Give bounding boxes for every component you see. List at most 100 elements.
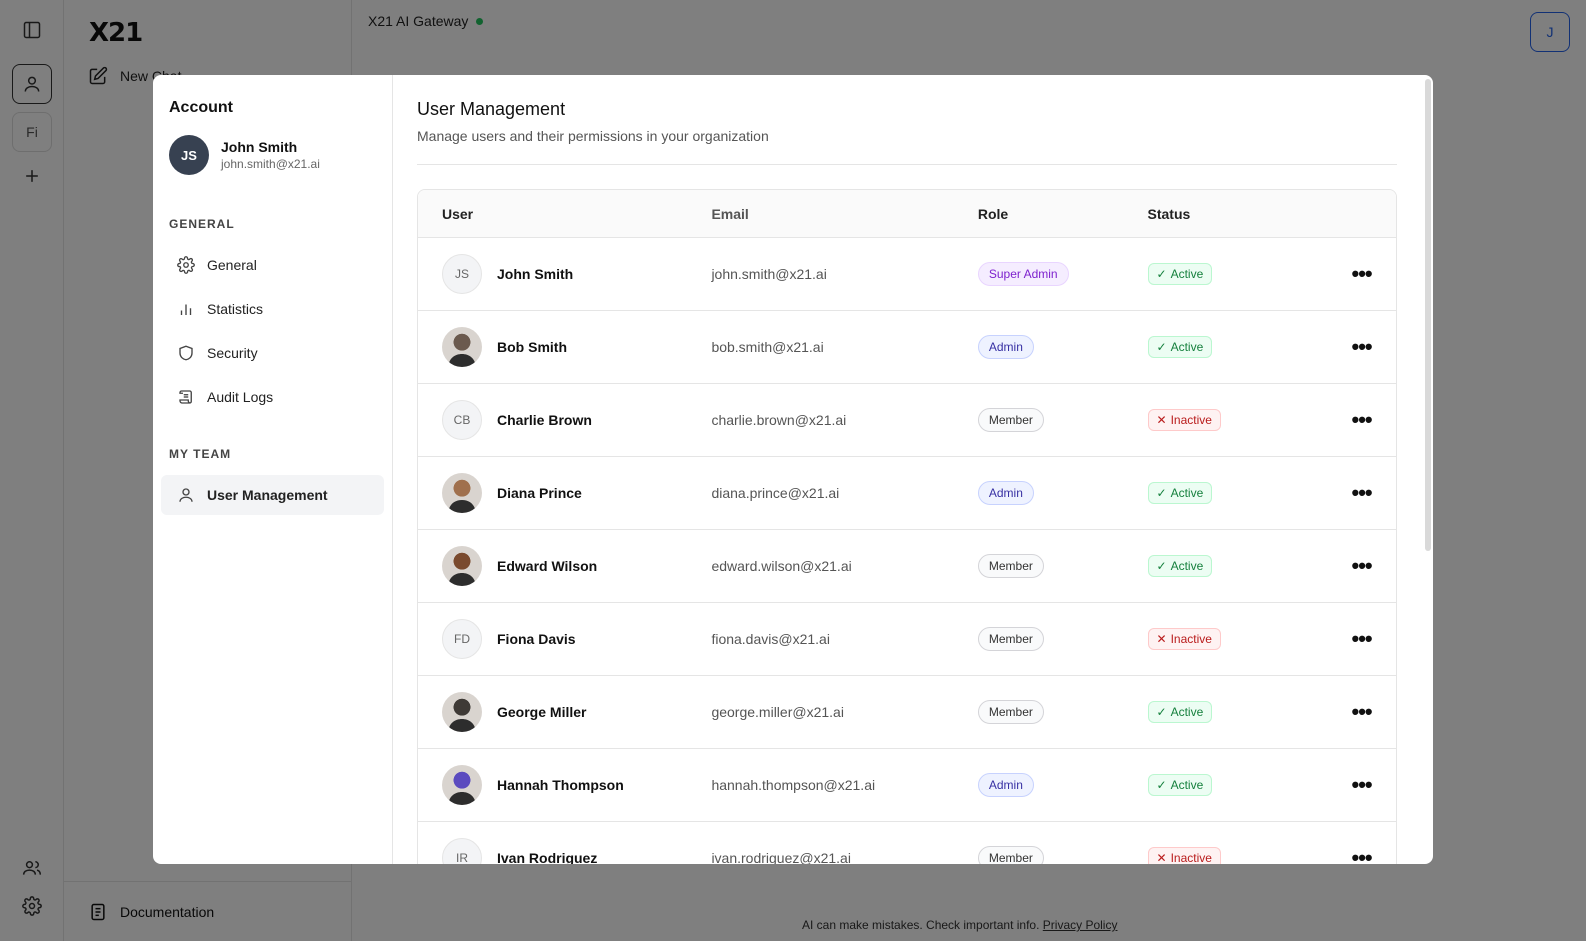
table-row[interactable]: IR Ivan Rodriguez ivan.rodriguez@x21.ai … [418,822,1396,864]
check-icon: ✓ [1156,778,1167,792]
nav-item-audit-logs[interactable]: Audit Logs [161,377,384,417]
scroll-icon [179,390,192,404]
table-row[interactable]: Diana Prince diana.prince@x21.ai Admin ✓… [418,457,1396,530]
status-badge: ✓ Active [1147,263,1213,285]
role-badge: Super Admin [977,262,1069,286]
x-icon: ✕ [1156,632,1167,646]
user-cell: Hannah Thompson [418,765,711,805]
table-row[interactable]: JS John Smith john.smith@x21.ai Super Ad… [418,238,1396,311]
gear-icon [177,256,195,274]
user-name: Hannah Thompson [497,777,624,793]
table-row[interactable]: George Miller george.miller@x21.ai Membe… [418,676,1396,749]
user-name: John Smith [497,266,574,282]
person-photo-icon [448,555,476,586]
role-badge: Member [977,700,1044,724]
table-row[interactable]: CB Charlie Brown charlie.brown@x21.ai Me… [418,384,1396,457]
avatar [442,473,482,513]
table-row[interactable]: FD Fiona Davis fiona.davis@x21.ai Member… [418,603,1396,676]
status-cell: ✓ Active [1147,555,1328,577]
table-row[interactable]: Hannah Thompson hannah.thompson@x21.ai A… [418,749,1396,822]
role-cell: Member [977,846,1148,864]
column-header-email: Email [711,205,749,222]
status-cell: ✓ Active [1147,263,1328,285]
avatar [442,546,482,586]
status-badge: ✕ Inactive [1147,847,1221,864]
role-badge: Member [977,627,1044,651]
row-actions-button[interactable]: ••• [1327,263,1396,285]
status-cell: ✕ Inactive [1147,847,1328,864]
table-row[interactable]: Bob Smith bob.smith@x21.ai Admin ✓ Activ… [418,311,1396,384]
user-name: Fiona Davis [497,631,576,647]
section-label-my-team: MY TEAM [169,447,232,461]
status-badge: ✓ Active [1147,701,1213,723]
role-cell: Admin [977,773,1148,797]
row-actions-button[interactable]: ••• [1327,334,1396,359]
user-email: charlie.brown@x21.ai [711,412,847,428]
nav-item-label: Security [207,345,258,361]
avatar [442,765,482,805]
person-photo-icon [448,774,476,805]
role-badge: Admin [977,335,1034,359]
x-icon: ✕ [1156,851,1167,864]
row-actions-button[interactable]: ••• [1327,845,1396,865]
status-label: Active [1170,486,1204,500]
role-cell: Admin [977,335,1148,359]
nav-item-security[interactable]: Security [161,333,384,373]
role-badge: Member [977,846,1044,864]
person-photo-icon [448,336,476,367]
account-user: JS John Smith john.smith@x21.ai [169,135,384,175]
check-icon: ✓ [1156,267,1167,281]
user-cell: CB Charlie Brown [418,400,711,440]
user-name: Diana Prince [497,485,582,501]
check-icon: ✓ [1156,559,1167,573]
bar-chart-icon [180,304,192,315]
nav-item-label: User Management [207,487,328,503]
table-row[interactable]: Edward Wilson edward.wilson@x21.ai Membe… [418,530,1396,603]
avatar [442,327,482,367]
avatar: JS [169,135,209,175]
more-horizontal-icon: ••• [1351,334,1373,359]
nav-item-user-management[interactable]: User Management [161,475,384,515]
row-actions-button[interactable]: ••• [1327,555,1396,577]
row-actions-button[interactable]: ••• [1327,628,1396,650]
users-table: User Email Role Status JS John Smith joh… [417,189,1397,864]
role-cell: Member [977,627,1148,651]
divider [417,164,1397,165]
avatar: IR [442,838,482,864]
scrollbar[interactable] [1425,79,1431,551]
nav-item-label: Audit Logs [207,389,274,405]
column-header-user: User [442,205,474,222]
status-badge: ✓ Active [1147,482,1213,504]
check-icon: ✓ [1156,340,1167,354]
account-sidebar: Account JS John Smith john.smith@x21.ai … [153,75,393,864]
avatar: JS [442,254,482,294]
row-actions-button[interactable]: ••• [1327,699,1396,724]
status-label: Active [1170,340,1204,354]
nav-item-label: Statistics [207,301,264,317]
row-actions-button[interactable]: ••• [1327,482,1396,504]
row-actions-button[interactable]: ••• [1327,409,1396,431]
more-horizontal-icon: ••• [1351,845,1373,865]
status-label: Active [1170,705,1204,719]
user-cell: Bob Smith [418,327,711,367]
row-actions-button[interactable]: ••• [1327,774,1396,796]
nav-item-general[interactable]: General [161,245,384,285]
role-cell: Member [977,408,1148,432]
role-cell: Super Admin [977,262,1148,286]
account-title: Account [169,99,233,116]
account-modal: Account JS John Smith john.smith@x21.ai … [153,75,1433,864]
status-label: Inactive [1170,851,1212,864]
user-email: john.smith@x21.ai [711,266,827,282]
more-horizontal-icon: ••• [1351,699,1373,724]
status-cell: ✕ Inactive [1147,628,1328,650]
page-subtitle: Manage users and their permissions in yo… [417,128,769,144]
avatar [442,692,482,732]
user-icon [179,488,193,502]
user-name: George Miller [497,704,587,720]
avatar: FD [442,619,482,659]
nav-item-statistics[interactable]: Statistics [161,289,384,329]
person-photo-icon [448,701,476,732]
status-cell: ✓ Active [1147,701,1328,723]
column-header-role: Role [977,205,1009,222]
status-cell: ✓ Active [1147,774,1328,796]
